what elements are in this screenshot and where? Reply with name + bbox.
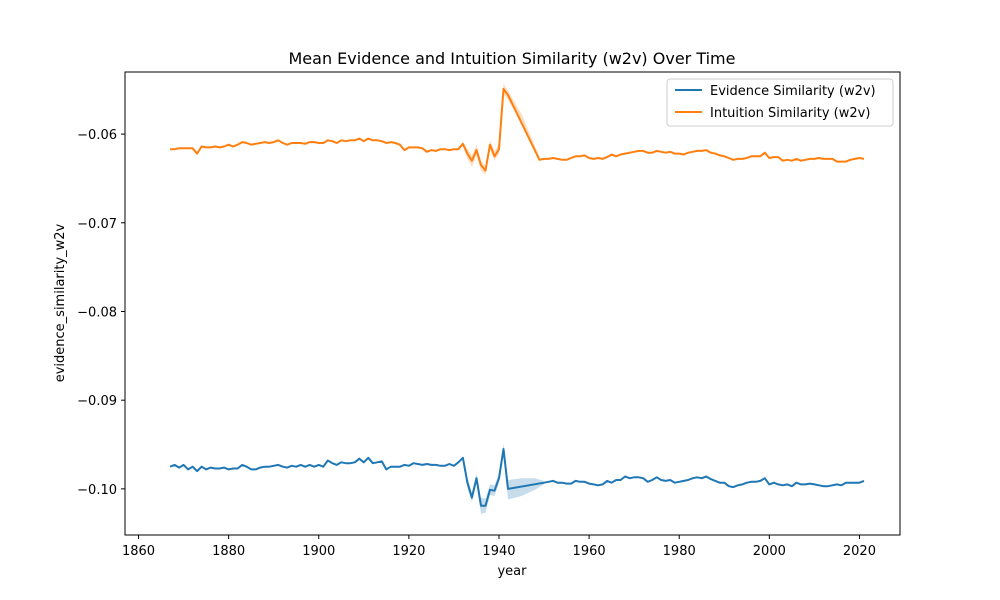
legend-box [666,78,894,127]
y-tick-label: −0.06 [77,128,117,143]
x-tick-label: 2000 [753,544,786,559]
chart-title: Mean Evidence and Intuition Similarity (… [289,49,736,68]
legend-label-evidence: Evidence Similarity (w2v) [710,84,876,99]
x-tick-label: 1880 [212,544,245,559]
y-tick-label: −0.08 [77,305,117,320]
legend-label-intuition: Intuition Similarity (w2v) [710,106,870,121]
x-tick-label: 1860 [122,544,155,559]
x-axis-label: year [497,564,527,579]
x-tick-label: 1920 [392,544,425,559]
x-tick-label: 2020 [843,544,876,559]
y-tick-label: −0.07 [77,217,117,232]
x-axis: 1860 1880 1900 1920 1940 1960 1980 2000 2020 [122,535,876,559]
x-tick-label: 1900 [302,544,335,559]
series-1-line [170,87,865,172]
legend: Evidence Similarity (w2v) Intuition Simi… [666,78,894,127]
x-tick-label: 1940 [482,544,515,559]
plot-frame [124,71,901,536]
y-tick-label: −0.09 [77,394,117,409]
series-0-confidence-band [462,443,544,514]
y-tick-label: −0.10 [77,483,117,498]
y-axis-label: evidence_similarity_w2v [53,223,68,382]
x-tick-label: 1980 [663,544,696,559]
series-lines [169,87,865,507]
y-axis: −0.10 −0.09 −0.08 −0.07 −0.06 [77,128,125,498]
series-0-line [169,448,865,507]
x-tick-label: 1960 [573,544,606,559]
